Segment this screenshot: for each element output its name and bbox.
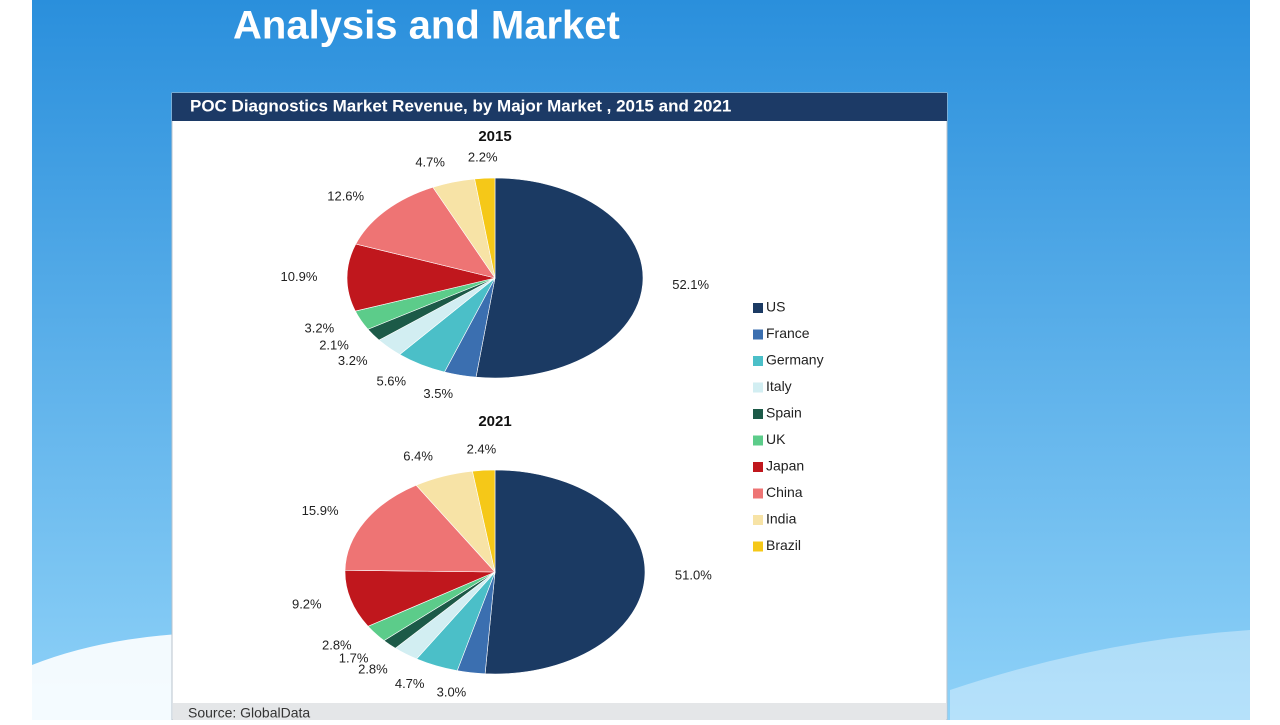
data-label: 52.1% bbox=[672, 277, 709, 292]
legend-swatch bbox=[753, 515, 763, 525]
source-bar bbox=[173, 703, 946, 720]
legend-swatch bbox=[753, 329, 763, 340]
legend-label: Italy bbox=[766, 378, 792, 394]
chart-title: POC Diagnostics Market Revenue, by Major… bbox=[190, 96, 731, 115]
pie-slice bbox=[472, 469, 496, 573]
legend-swatch bbox=[753, 488, 763, 499]
pie-slice bbox=[474, 177, 496, 279]
slide-title: Analysis and Market bbox=[233, 4, 620, 48]
legend-label: US bbox=[766, 299, 785, 315]
legend-label: Spain bbox=[766, 405, 802, 421]
legend-label: UK bbox=[766, 431, 786, 447]
data-label: 9.2% bbox=[292, 596, 322, 611]
chart-header bbox=[172, 93, 947, 121]
legend-label: Germany bbox=[766, 352, 824, 368]
legend-swatch bbox=[753, 435, 763, 446]
pie-title: 2021 bbox=[478, 413, 511, 430]
data-label: 51.0% bbox=[675, 567, 712, 582]
legend-label: Brazil bbox=[766, 537, 801, 553]
data-label: 4.7% bbox=[395, 676, 425, 691]
pie-slice bbox=[355, 186, 496, 279]
pie-slice bbox=[344, 569, 496, 627]
legend-swatch bbox=[753, 303, 763, 313]
pie-slice bbox=[344, 484, 496, 573]
legend-label: China bbox=[766, 484, 803, 500]
legend-label: France bbox=[766, 325, 810, 341]
pie-slice bbox=[484, 469, 646, 675]
data-label: 1.7% bbox=[339, 650, 369, 665]
data-label: 10.9% bbox=[281, 269, 318, 284]
data-label: 15.9% bbox=[302, 503, 339, 518]
pie-slice bbox=[346, 243, 496, 312]
pie-title: 2015 bbox=[478, 128, 511, 145]
decor-curve bbox=[950, 630, 1250, 720]
data-label: 3.0% bbox=[437, 684, 467, 699]
data-label: 5.6% bbox=[376, 373, 406, 388]
data-label: 2.4% bbox=[467, 441, 497, 456]
data-label: 2.8% bbox=[322, 637, 352, 652]
legend-label: Japan bbox=[766, 458, 804, 474]
pie-slice bbox=[475, 177, 644, 379]
plot: 201552.1%3.5%5.6%3.2%2.1%3.2%10.9%12.6%4… bbox=[281, 128, 824, 699]
data-label: 12.6% bbox=[327, 188, 364, 203]
data-label: 3.2% bbox=[338, 353, 368, 368]
data-label: 2.2% bbox=[468, 150, 498, 165]
data-label: 2.8% bbox=[358, 662, 388, 677]
data-label: 4.7% bbox=[415, 154, 445, 169]
data-label: 2.1% bbox=[319, 338, 349, 353]
data-label: 3.2% bbox=[305, 320, 335, 335]
data-label: 6.4% bbox=[403, 449, 433, 464]
legend-label: India bbox=[766, 511, 797, 527]
data-label: 3.5% bbox=[423, 386, 453, 401]
source: Source: GlobalData bbox=[188, 705, 310, 720]
legend-swatch bbox=[753, 462, 763, 472]
legend-swatch bbox=[753, 541, 763, 552]
legend-swatch bbox=[753, 356, 763, 366]
legend-swatch bbox=[753, 382, 763, 393]
legend-swatch bbox=[753, 409, 763, 419]
